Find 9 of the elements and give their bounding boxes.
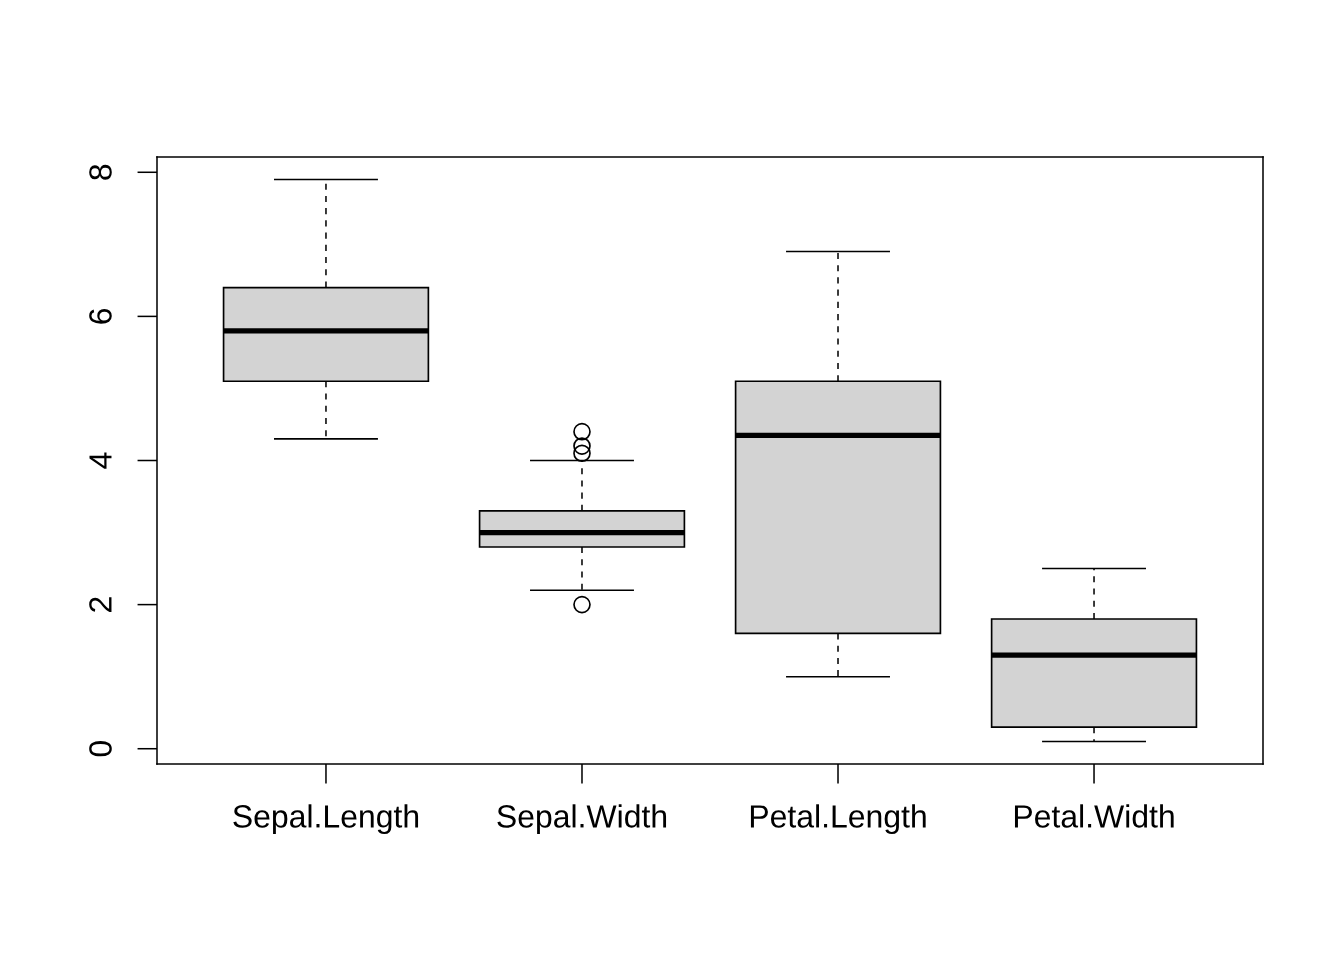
x-tick-label: Petal.Width — [1014, 804, 1174, 828]
y-tick-label: 6 — [89, 308, 112, 324]
y-tick-label: 8 — [89, 164, 112, 180]
y-tick-label: 4 — [89, 452, 112, 469]
x-tick-label: Sepal.Width — [497, 804, 667, 835]
y-tick-label: 2 — [89, 597, 112, 612]
y-tick-label: 0 — [89, 741, 112, 757]
x-tick-label: Sepal.Length — [233, 804, 419, 835]
x-tick-label: Petal.Length — [750, 804, 926, 835]
